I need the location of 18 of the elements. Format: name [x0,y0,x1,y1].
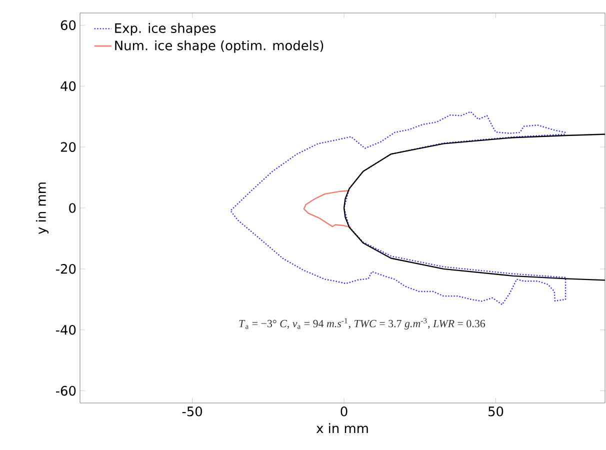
y-tick-label: 60 [60,20,76,30]
legend-label: Exp. ice shapes [115,23,216,36]
y-tick-label: 40 [60,81,76,92]
y-tick-label: -60 [56,386,76,396]
legend-label: Num. ice shape (optim. models) [115,40,324,53]
line-series [230,111,566,306]
y-tick-label: -20 [56,264,76,274]
y-axis-title: y in mm [36,182,48,234]
y-tick-label: 20 [60,142,76,152]
x-tick-label: 0 [340,406,348,416]
x-axis-title: x in mm [316,423,368,433]
line-series [303,190,352,228]
y-tick-label: -40 [56,324,76,335]
x-tick-label: 50 [488,406,504,416]
x-tick-label: -50 [182,406,202,416]
text: T$_{a}$ = −3° C, v$_{a}$ = 94 m.s$^{-1}$, TWC = 3.7 g.m$^{-3}$, LWR = 0.36 [239,318,486,330]
line-series [343,134,606,281]
y-tick-label: 0 [69,203,76,213]
